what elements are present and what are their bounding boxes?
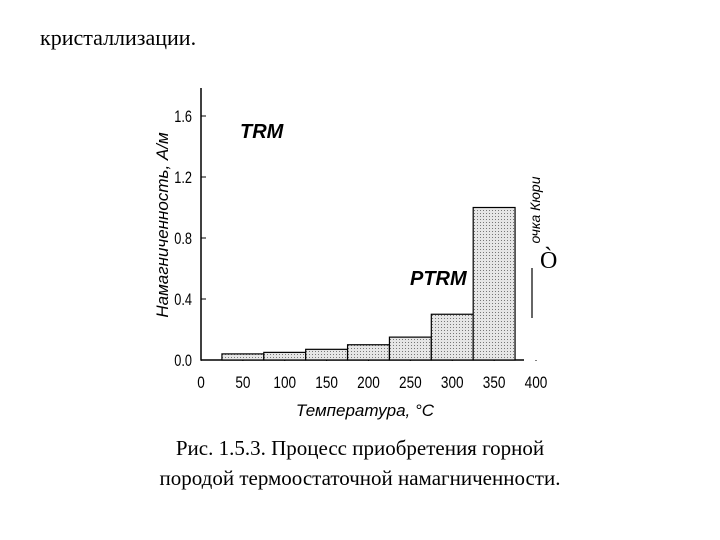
y-tick-label: 1.6 [174,107,192,126]
bar [388,336,432,361]
x-tick-label: 250 [399,374,422,393]
bar [221,353,265,361]
bar [472,206,516,361]
bar [346,344,391,361]
x-tick-label: 300 [441,374,464,393]
x-tick-label: 50 [235,374,250,393]
caption-line: породой термоостаточной намагниченности. [160,466,561,490]
caption-line: Рис. 1.5.3. Процесс приобретения горной [176,436,544,460]
x-tick-label: 350 [483,374,506,393]
bar [430,313,474,361]
annotation: очка Кюри [527,176,543,243]
annotation: TRM [240,121,285,143]
x-tick-label: 0 [197,374,205,393]
annotation: PTRM [410,268,468,290]
y-tick-label: 0.4 [174,290,192,309]
bar [305,348,349,361]
y-axis-label: Намагниченность, А/м [153,132,172,318]
x-axis-label: Температура, °С [296,401,435,420]
y-tick-label: 0.0 [174,351,192,370]
x-tick-label: 400 [525,374,548,393]
bar [263,351,307,361]
header-text: кристаллизации. [40,25,196,50]
y-tick-label: 0.8 [174,229,192,248]
x-tick-label: 100 [273,374,296,393]
chart: 0.0 0.4 0.8 1.2 1.6 0 50 100 150 200 250 300 350 400 [174,88,547,392]
annotation: Ò [540,247,557,274]
x-tick-label: 150 [315,374,338,393]
y-tick-label: 1.2 [174,168,192,187]
x-tick-label: 200 [357,374,380,393]
